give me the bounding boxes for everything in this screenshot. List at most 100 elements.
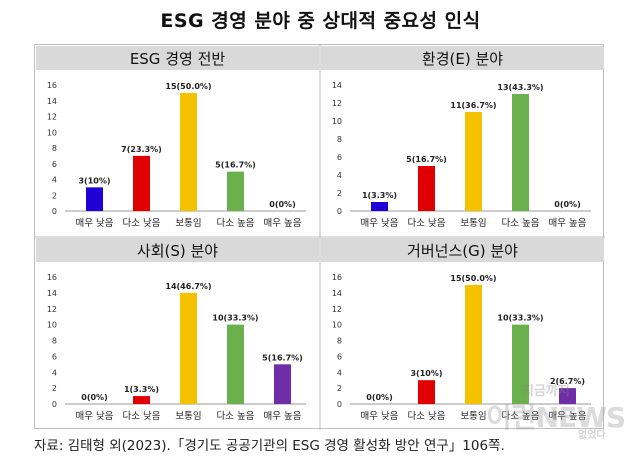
category-label: 다소 낮음 — [123, 411, 161, 422]
category-label: 매우 낮음 — [361, 411, 399, 422]
category-label: 매우 낮음 — [76, 218, 114, 229]
bar — [418, 380, 435, 404]
category-label: 보통임 — [175, 217, 201, 229]
y-tick-label: 10 — [47, 321, 57, 330]
bar — [133, 155, 150, 211]
category-label: 매우 낮음 — [76, 411, 114, 422]
y-tick-label: 2 — [337, 189, 342, 198]
data-label: 10(33.3%) — [497, 314, 543, 323]
bar — [86, 187, 103, 211]
category-label: 다소 낮음 — [408, 411, 446, 422]
y-tick-label: 16 — [47, 273, 57, 282]
data-label: 2(6.7%) — [550, 377, 585, 386]
y-tick-label: 0 — [52, 400, 57, 409]
panel-title-band — [321, 46, 604, 70]
data-label: 14(46.7%) — [165, 282, 211, 291]
category-label: 매우 높음 — [549, 218, 587, 229]
panel-title: ESG 경영 전반 — [130, 50, 226, 68]
panel-title-band — [36, 46, 319, 70]
data-label: 0(0%) — [366, 393, 392, 402]
y-tick-label: 4 — [337, 368, 342, 377]
data-label: 13(43.3%) — [497, 83, 543, 92]
bar — [227, 171, 244, 211]
data-label: 5(16.7%) — [262, 353, 303, 362]
y-tick-label: 10 — [47, 128, 57, 137]
y-tick-label: 14 — [47, 289, 57, 298]
data-label: 15(50.0%) — [450, 274, 496, 283]
bar — [371, 202, 388, 211]
category-label: 다소 높음 — [217, 218, 255, 229]
category-label: 보통임 — [460, 410, 486, 422]
bar — [559, 388, 576, 404]
data-label: 5(16.7%) — [406, 155, 447, 164]
data-label: 10(33.3%) — [212, 314, 258, 323]
data-label: 11(36.7%) — [450, 101, 496, 110]
y-tick-label: 14 — [47, 97, 57, 106]
category-label: 매우 높음 — [549, 411, 587, 422]
y-tick-label: 6 — [337, 352, 342, 361]
y-tick-label: 14 — [332, 81, 342, 90]
y-tick-label: 8 — [337, 337, 342, 346]
y-tick-label: 10 — [332, 117, 342, 126]
panel-title-band — [36, 238, 319, 262]
y-tick-label: 2 — [52, 191, 57, 200]
y-tick-label: 8 — [52, 337, 57, 346]
y-tick-label: 16 — [47, 81, 57, 90]
bar — [274, 364, 291, 404]
y-tick-label: 14 — [332, 289, 342, 298]
y-tick-label: 12 — [332, 99, 342, 108]
data-label: 1(3.3%) — [362, 191, 397, 200]
data-label: 0(0%) — [269, 200, 295, 209]
bar — [465, 284, 482, 404]
category-label: 다소 높음 — [217, 411, 255, 422]
y-tick-label: 2 — [52, 384, 57, 393]
bar — [180, 92, 197, 211]
page-title: ESG 경영 분야 중 상대적 중요성 인식 — [160, 10, 481, 32]
data-label: 0(0%) — [554, 200, 580, 209]
data-label: 1(3.3%) — [124, 385, 159, 394]
data-label: 7(23.3%) — [121, 145, 162, 154]
y-tick-label: 16 — [332, 273, 342, 282]
y-tick-label: 12 — [47, 113, 57, 122]
data-label: 0(0%) — [81, 393, 107, 402]
category-label: 보통임 — [460, 217, 486, 229]
y-tick-label: 12 — [332, 305, 342, 314]
y-tick-label: 4 — [52, 368, 57, 377]
y-tick-label: 6 — [52, 160, 57, 169]
bar — [133, 396, 150, 404]
category-label: 매우 높음 — [264, 218, 302, 229]
panel-title-band — [321, 238, 604, 262]
y-tick-label: 6 — [337, 153, 342, 162]
y-tick-label: 0 — [337, 207, 342, 216]
bar — [465, 112, 482, 211]
chart-grid: ESG 경영 전반 0 2 4 6 8 10 12 14 16 3(10%) 매우 낮음 7(23.3%… — [34, 44, 605, 430]
y-tick-label: 8 — [337, 135, 342, 144]
source-caption: 자료: 김태형 외(2023).「경기도 공공기관의 ESG 경영 활성화 방안… — [34, 438, 505, 454]
bar — [512, 94, 529, 211]
y-tick-label: 4 — [337, 171, 342, 180]
y-tick-label: 12 — [47, 305, 57, 314]
panel-title: 환경(E) 분야 — [422, 50, 503, 68]
y-tick-label: 6 — [52, 352, 57, 361]
bar — [418, 166, 435, 211]
category-label: 보통임 — [175, 410, 201, 422]
category-label: 매우 높음 — [264, 411, 302, 422]
data-label: 3(10%) — [410, 369, 442, 378]
category-label: 매우 낮음 — [361, 218, 399, 229]
category-label: 다소 낮음 — [408, 218, 446, 229]
charts-svg: ESG 경영 전반 0 2 4 6 8 10 12 14 16 3(10%) 매우 낮음 7(23.3%… — [35, 45, 605, 430]
panel-title: 사회(S) 분야 — [137, 242, 218, 260]
category-label: 다소 낮음 — [123, 218, 161, 229]
bar — [227, 324, 244, 404]
bar — [512, 324, 529, 404]
y-tick-label: 2 — [337, 384, 342, 393]
category-label: 다소 높음 — [502, 218, 540, 229]
y-tick-label: 10 — [332, 321, 342, 330]
category-label: 다소 높음 — [502, 411, 540, 422]
y-tick-label: 0 — [337, 400, 342, 409]
data-label: 15(50.0%) — [165, 82, 211, 91]
bar — [180, 292, 197, 404]
data-label: 5(16.7%) — [215, 161, 256, 170]
data-label: 3(10%) — [78, 176, 110, 185]
y-tick-label: 0 — [52, 207, 57, 216]
